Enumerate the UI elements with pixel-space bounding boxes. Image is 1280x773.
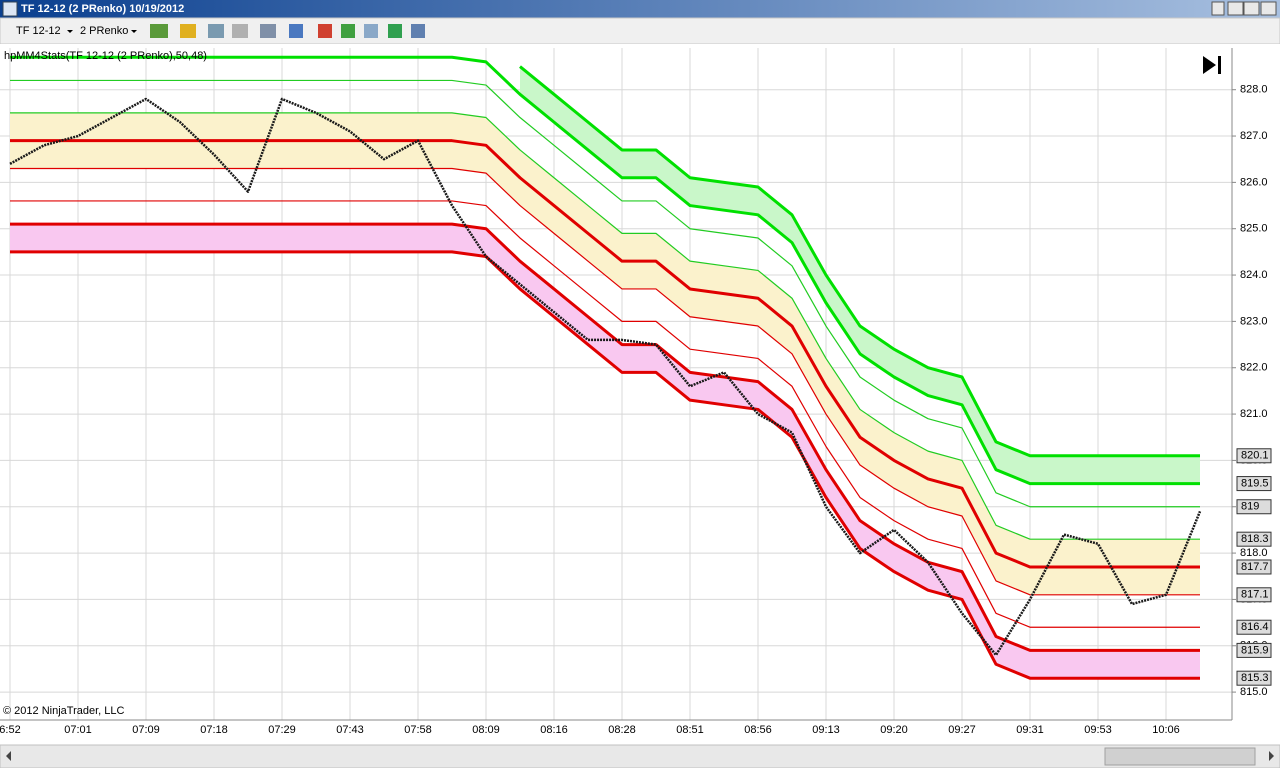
x-tick-label: 09:27 [948, 724, 976, 736]
x-tick-label: 08:09 [472, 724, 500, 736]
y-tick-label: 815.0 [1240, 686, 1268, 698]
icon[interactable] [180, 24, 196, 38]
copyright: © 2012 NinjaTrader, LLC [3, 705, 124, 717]
x-tick-label: 09:20 [880, 724, 908, 736]
icon[interactable] [411, 24, 425, 38]
price-marker-label: 815.9 [1241, 644, 1269, 656]
indicator-label: hpMM4Stats(TF 12-12 (2 PRenko),50,48) [4, 50, 207, 62]
price-line [9, 97, 1202, 657]
y-tick-label: 822.0 [1240, 362, 1268, 374]
icon[interactable] [232, 24, 248, 38]
x-tick-label: 07:18 [200, 724, 228, 736]
dropdown-arrow [67, 30, 73, 33]
x-tick-label: 10:06 [1152, 724, 1180, 736]
icon[interactable] [208, 24, 224, 38]
icon[interactable] [341, 24, 355, 38]
icon[interactable] [388, 24, 402, 38]
band-line [10, 167, 1200, 596]
band-line [10, 222, 1200, 652]
y-tick-label: 823.0 [1240, 315, 1268, 327]
button[interactable] [1211, 1, 1225, 16]
price-marker-label: 819 [1241, 501, 1259, 513]
price-marker-label: 817.1 [1241, 589, 1269, 601]
toolbar-icons[interactable] [150, 24, 425, 38]
x-tick-label: 07:09 [132, 724, 160, 736]
price-marker [1236, 587, 1272, 603]
minimize[interactable] [1227, 1, 1244, 16]
scrollbar[interactable] [0, 744, 1280, 769]
close[interactable] [1260, 1, 1277, 16]
price-marker-label: 819.5 [1241, 477, 1269, 489]
price-marker [1236, 559, 1272, 575]
play-end-icon[interactable] [1203, 56, 1221, 74]
price-marker [1236, 448, 1272, 464]
band-fill [10, 224, 1200, 679]
price-marker-label: 817.7 [1241, 561, 1269, 573]
icon[interactable] [364, 24, 378, 38]
y-tick-label: 824.0 [1240, 269, 1268, 281]
instrument-dropdown[interactable]: TF 12-12 [16, 25, 61, 37]
price-marker-label: 818.3 [1241, 533, 1269, 545]
icon[interactable] [260, 24, 276, 38]
price-marker [1236, 531, 1272, 547]
x-tick-label: 07:43 [336, 724, 364, 736]
icon[interactable] [289, 24, 303, 38]
x-tick-label: 08:16 [540, 724, 568, 736]
scroll-thumb[interactable] [1104, 747, 1256, 766]
band-line [10, 79, 1200, 508]
y-tick-label: 828.0 [1240, 84, 1268, 96]
x-tick-label: 09:31 [1016, 724, 1044, 736]
y-tick-label: 818.0 [1240, 547, 1268, 559]
x-tick-label: 08:28 [608, 724, 636, 736]
x-tick-label: 08:56 [744, 724, 772, 736]
x-tick-label: 07:58 [404, 724, 432, 736]
band-line [10, 112, 1200, 540]
price-marker [1236, 642, 1272, 658]
icon[interactable] [150, 24, 168, 38]
price-marker-label: 816.4 [1241, 621, 1269, 633]
band-fill [10, 112, 1200, 567]
x-tick-label: 09:13 [812, 724, 840, 736]
go-to-end[interactable] [1203, 56, 1221, 74]
icon[interactable] [318, 24, 332, 38]
app-icon [2, 1, 18, 17]
x-tick-label: 07:01 [64, 724, 92, 736]
y-tick-label: 821.0 [1240, 408, 1268, 420]
x-tick-label: 09:53 [1084, 724, 1112, 736]
price-marker [1236, 499, 1272, 515]
bar-type-dropdown[interactable]: 2 PRenko [80, 25, 128, 37]
window-buttons[interactable] [1211, 1, 1277, 16]
band-line [10, 55, 1200, 486]
band-line [519, 65, 1200, 458]
x-tick-label: 6:52 [0, 724, 21, 736]
dropdown-arrow [131, 30, 137, 33]
restore[interactable] [1243, 1, 1260, 16]
price-marker-label: 815.3 [1241, 672, 1269, 684]
plot [0, 48, 1232, 720]
x-tick-label: 07:29 [268, 724, 296, 736]
price-marker [1236, 619, 1272, 635]
band-line [10, 250, 1200, 680]
window-title: TF 12-12 (2 PRenko) 10/19/2012 [21, 3, 184, 15]
price-marker [1236, 476, 1272, 492]
price-marker-label: 820.1 [1241, 450, 1269, 462]
band-fill [10, 140, 1200, 595]
price-marker [1236, 670, 1272, 686]
y-tick-label: 825.0 [1240, 223, 1268, 235]
x-tick-label: 08:51 [676, 724, 704, 736]
y-tick-label: 827.0 [1240, 130, 1268, 142]
band-line [10, 139, 1200, 569]
band-line [10, 200, 1200, 628]
title-bar [0, 0, 1280, 18]
y-tick-label: 826.0 [1240, 176, 1268, 188]
